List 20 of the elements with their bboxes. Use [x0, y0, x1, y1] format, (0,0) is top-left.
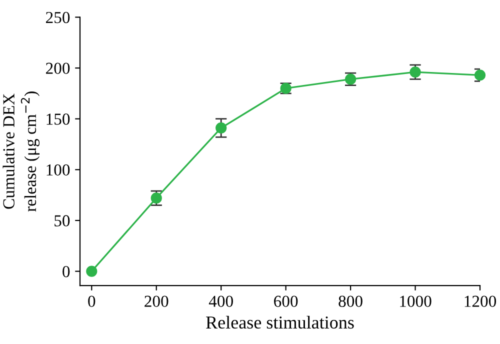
y-tick-label: 100	[46, 164, 70, 176]
x-tick-label: 400	[208, 296, 233, 307]
point	[216, 122, 227, 134]
x-tick-label: 1000	[400, 296, 432, 307]
x-tick-label: 1200	[464, 296, 496, 307]
y-tick-label: 250	[46, 12, 70, 24]
y-tick-label: 200	[46, 62, 70, 74]
point	[474, 70, 486, 81]
y-tick-label: 50	[54, 215, 70, 226]
y-axis-title: Cumulative DEX release (μg cm$^{−2}$)	[2, 92, 40, 212]
y-tick-label: 0	[62, 266, 70, 278]
point	[410, 66, 421, 78]
point	[86, 266, 98, 277]
point	[150, 192, 162, 204]
y-tick-label: 150	[46, 114, 70, 125]
x-axis-title: Release stimulations	[206, 316, 354, 329]
x-tick-label: 0	[88, 296, 96, 307]
x-tick-label: 200	[144, 296, 168, 307]
x-tick-label: 600	[274, 296, 298, 307]
x-tick-label: 800	[338, 296, 362, 307]
